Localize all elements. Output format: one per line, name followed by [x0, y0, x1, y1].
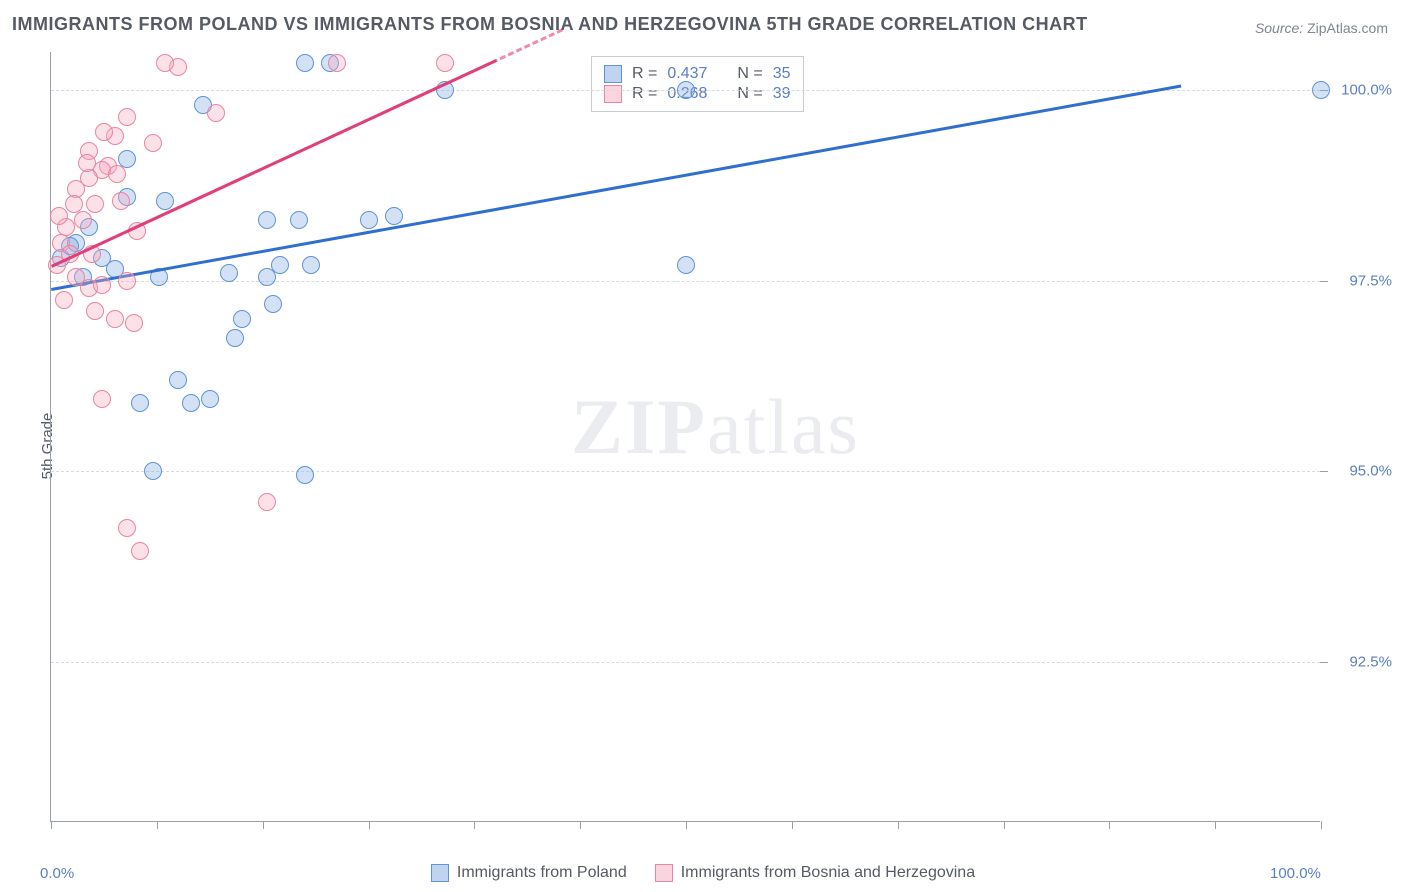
source-label: Source:: [1255, 20, 1303, 36]
x-tick: [1004, 821, 1005, 829]
legend-row: R =0.268N =39: [604, 85, 791, 103]
y-tick: [1320, 281, 1328, 282]
data-point: [1312, 81, 1330, 99]
legend-swatch: [431, 864, 449, 882]
data-point: [296, 54, 314, 72]
data-point: [271, 256, 289, 274]
data-point: [258, 211, 276, 229]
x-tick: [1321, 821, 1322, 829]
source-attribution: Source: ZipAtlas.com: [1255, 20, 1388, 36]
y-tick-label: 100.0%: [1341, 82, 1392, 99]
y-tick: [1320, 471, 1328, 472]
legend-swatch: [604, 65, 622, 83]
data-point: [436, 54, 454, 72]
y-tick-label: 92.5%: [1349, 653, 1392, 670]
data-point: [86, 302, 104, 320]
data-point: [226, 329, 244, 347]
data-point: [93, 390, 111, 408]
data-point: [264, 295, 282, 313]
x-tick: [157, 821, 158, 829]
gridline: [51, 281, 1320, 282]
legend-label: Immigrants from Bosnia and Herzegovina: [681, 864, 975, 882]
n-value: 39: [773, 85, 791, 103]
data-point: [125, 314, 143, 332]
chart-title: IMMIGRANTS FROM POLAND VS IMMIGRANTS FRO…: [12, 14, 1088, 35]
scatter-plot-area: ZIPatlas R =0.437N =35R =0.268N =39: [50, 52, 1320, 822]
correlation-legend: R =0.437N =35R =0.268N =39: [591, 56, 804, 112]
data-point: [65, 195, 83, 213]
data-point: [112, 192, 130, 210]
data-point: [106, 310, 124, 328]
legend-item: Immigrants from Bosnia and Herzegovina: [655, 864, 975, 882]
data-point: [360, 211, 378, 229]
data-point: [296, 466, 314, 484]
legend-row: R =0.437N =35: [604, 65, 791, 83]
legend-item: Immigrants from Poland: [431, 864, 627, 882]
r-label: R =: [632, 85, 657, 103]
y-tick: [1320, 662, 1328, 663]
data-point: [156, 54, 174, 72]
x-tick: [686, 821, 687, 829]
x-tick: [898, 821, 899, 829]
data-point: [144, 462, 162, 480]
x-tick: [51, 821, 52, 829]
data-point: [385, 207, 403, 225]
data-point: [258, 493, 276, 511]
x-tick: [1215, 821, 1216, 829]
n-value: 35: [773, 65, 791, 83]
data-point: [78, 154, 96, 172]
legend-label: Immigrants from Poland: [457, 864, 627, 882]
legend-swatch: [655, 864, 673, 882]
r-label: R =: [632, 65, 657, 83]
source-value: ZipAtlas.com: [1307, 20, 1388, 36]
watermark: ZIPatlas: [571, 382, 860, 472]
gridline: [51, 471, 1320, 472]
data-point: [50, 207, 68, 225]
data-point: [86, 195, 104, 213]
data-point: [108, 165, 126, 183]
x-tick: [1109, 821, 1110, 829]
x-tick: [474, 821, 475, 829]
y-tick-label: 95.0%: [1349, 463, 1392, 480]
data-point: [144, 134, 162, 152]
x-tick: [580, 821, 581, 829]
data-point: [156, 192, 174, 210]
data-point: [93, 276, 111, 294]
data-point: [182, 394, 200, 412]
data-point: [233, 310, 251, 328]
data-point: [220, 264, 238, 282]
series-legend: Immigrants from Poland Immigrants from Bo…: [0, 864, 1406, 882]
data-point: [118, 108, 136, 126]
data-point: [118, 272, 136, 290]
data-point: [677, 81, 695, 99]
data-point: [290, 211, 308, 229]
y-tick-label: 97.5%: [1349, 272, 1392, 289]
data-point: [118, 519, 136, 537]
data-point: [74, 211, 92, 229]
data-point: [207, 104, 225, 122]
data-point: [169, 371, 187, 389]
gridline: [51, 662, 1320, 663]
n-label: N =: [737, 65, 762, 83]
data-point: [131, 394, 149, 412]
data-point: [201, 390, 219, 408]
data-point: [80, 169, 98, 187]
data-point: [677, 256, 695, 274]
n-label: N =: [737, 85, 762, 103]
data-point: [55, 291, 73, 309]
data-point: [95, 123, 113, 141]
data-point: [131, 542, 149, 560]
data-point: [302, 256, 320, 274]
x-tick: [263, 821, 264, 829]
legend-swatch: [604, 85, 622, 103]
x-tick: [792, 821, 793, 829]
x-tick: [369, 821, 370, 829]
data-point: [328, 54, 346, 72]
